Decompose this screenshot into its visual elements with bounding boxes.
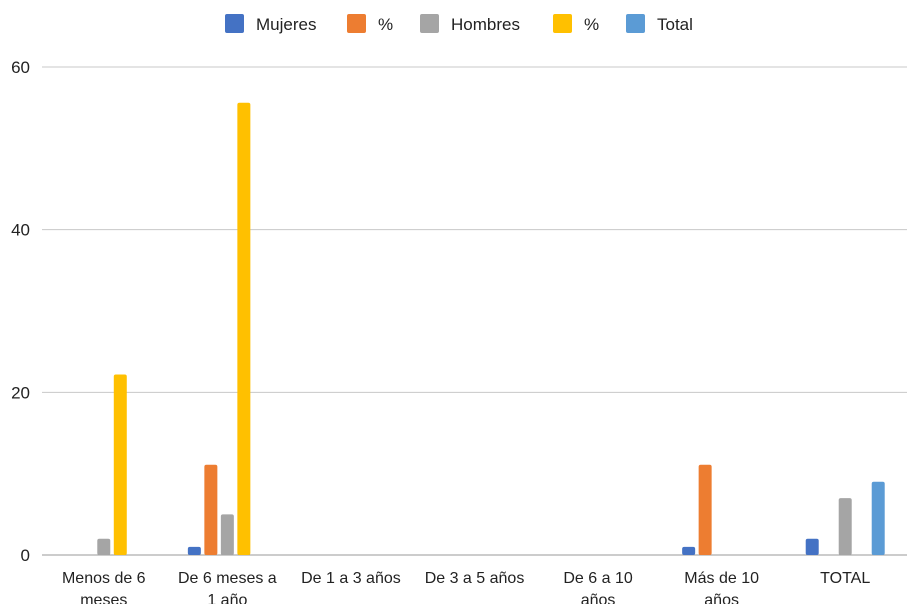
y-tick-label: 40 [11, 221, 30, 240]
gridlines [42, 66, 907, 556]
x-category-label: meses [80, 592, 127, 604]
legend-swatch [347, 14, 366, 33]
legend-swatch [420, 14, 439, 33]
x-category-label: años [704, 592, 739, 604]
bar [871, 481, 885, 555]
x-category-label: años [581, 592, 616, 604]
legend-swatch [553, 14, 572, 33]
y-axis-ticks: 0 20 40 60 [11, 58, 30, 565]
x-category-label: De 1 a 3 años [301, 570, 401, 587]
bar [113, 374, 127, 555]
bar [698, 464, 712, 555]
bar [187, 546, 201, 555]
bar [237, 102, 251, 555]
x-category-label: TOTAL [820, 570, 870, 587]
bar [204, 464, 218, 555]
legend-label: % [378, 15, 393, 34]
x-category-label: De 6 a 10 [563, 570, 632, 587]
legend-swatch [626, 14, 645, 33]
x-category-label: 1 año [207, 592, 247, 604]
legend-swatch [225, 14, 244, 33]
y-tick-label: 20 [11, 383, 30, 402]
x-category-label: De 3 a 5 años [425, 570, 525, 587]
bars [97, 102, 885, 555]
x-category-label: De 6 meses a [178, 570, 277, 587]
bar [97, 538, 111, 555]
legend-label: Hombres [451, 15, 520, 34]
legend: Mujeres% Hombres% Total [225, 14, 693, 34]
bar [805, 538, 819, 555]
x-axis-categories: Menos de 6 meses De 6 meses a 1 año De 1 a 3… [62, 570, 870, 604]
bar [838, 498, 852, 555]
x-category-label: Menos de 6 [62, 570, 146, 587]
y-tick-label: 0 [21, 546, 30, 565]
legend-label: % [584, 15, 599, 34]
bar [220, 514, 234, 555]
x-category-label: Más de 10 [684, 570, 759, 587]
legend-label: Mujeres [256, 15, 316, 34]
y-tick-label: 60 [11, 58, 30, 77]
bar [682, 546, 696, 555]
legend-label: Total [657, 15, 693, 34]
